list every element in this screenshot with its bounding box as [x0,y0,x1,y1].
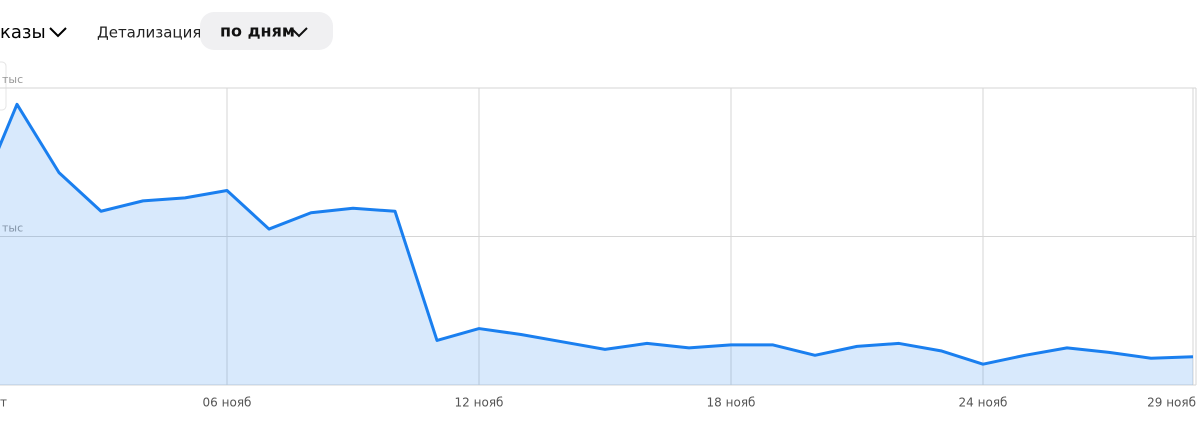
x-tick-label: 06 нояб [203,396,252,410]
x-tick-label: 29 нояб [1147,396,1196,410]
area-fill [0,104,1193,385]
tooltip-edge [0,61,7,111]
metric-selector[interactable]: казы [0,22,46,43]
x-tick-label: 12 нояб [455,396,504,410]
line [0,102,1194,366]
detail-label: Детализация [97,24,201,42]
y-tick-label: тыс [2,222,23,235]
y-tick-label: тыс [2,73,23,86]
detail-value[interactable]: по дням [220,22,295,41]
x-tick-label: 24 нояб [959,396,1008,410]
chevron[interactable] [49,27,67,38]
detail-button[interactable] [200,12,333,50]
x-tick-label: 18 нояб [707,396,756,410]
x-tick-label: т [0,396,7,410]
chevron[interactable] [290,27,308,38]
